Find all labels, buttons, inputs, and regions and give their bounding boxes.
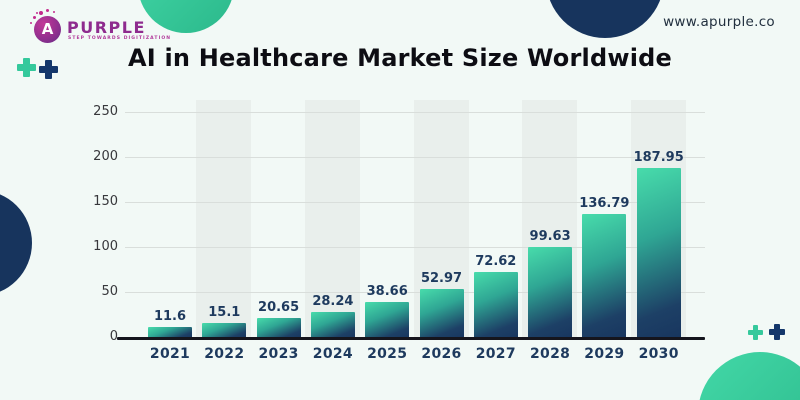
x-axis-category-label: 2030: [638, 346, 679, 362]
bar-2022: [202, 323, 247, 337]
x-axis-category-label: 2022: [204, 346, 245, 362]
decorative-circle-top-right-navy: [546, 0, 664, 38]
plus-icon: [39, 60, 58, 79]
bar-chart: 0 50 100 150 200 250 11.6 2021 15.1 2022 20.65 2023…: [88, 100, 738, 380]
bar-value-label: 52.97: [420, 271, 463, 287]
bar-value-label: 136.79: [579, 195, 630, 211]
bar-value-label: 11.6: [153, 308, 187, 324]
bar-2023: [256, 318, 301, 337]
bar-2027: [473, 271, 518, 337]
brand-logo: A PURPLE STEP TOWARDS DIGITIZATION: [30, 9, 190, 44]
purple-logo-icon: A: [34, 16, 61, 43]
plus-icon: [748, 325, 763, 340]
logo-dot: [33, 16, 36, 19]
gridline: [125, 157, 705, 158]
column-band: [304, 100, 360, 337]
y-axis-tick-label: 100: [93, 239, 118, 254]
x-axis-category-label: 2024: [312, 346, 353, 362]
bar-value-label: 99.63: [529, 229, 571, 245]
gridline: [125, 112, 705, 113]
logo-dot: [53, 11, 55, 13]
website-url: www.apurple.co: [663, 14, 775, 30]
gridline: [125, 247, 705, 248]
gridline: [125, 292, 705, 293]
x-axis-category-label: 2023: [258, 346, 299, 362]
bar-value-label: 20.65: [258, 300, 300, 316]
logo-wordmark: PURPLE: [67, 18, 146, 37]
bar-value-label: 38.66: [366, 284, 408, 300]
bar-2026: [419, 289, 464, 337]
bar-2030: [636, 167, 681, 337]
logo-dot: [46, 9, 49, 12]
logo-dot: [39, 11, 43, 15]
bar-2029: [582, 213, 627, 337]
gridline: [125, 202, 705, 203]
logo-dot: [30, 22, 32, 24]
bar-2025: [365, 302, 410, 337]
x-axis-category-label: 2025: [367, 346, 408, 362]
plus-icon: [17, 58, 36, 77]
x-axis-category-label: 2027: [475, 346, 516, 362]
logo-dot: [36, 12, 38, 14]
x-axis-category-label: 2026: [421, 346, 462, 362]
y-axis-tick-label: 150: [93, 194, 118, 209]
bar-value-label: 187.95: [633, 149, 684, 165]
logo-tagline: STEP TOWARDS DIGITIZATION: [68, 36, 172, 41]
page-title: AI in Healthcare Market Size Worldwide: [127, 44, 672, 72]
bar-value-label: 15.1: [208, 305, 241, 321]
y-axis-tick-label: 250: [93, 104, 118, 119]
y-axis-tick-label: 200: [93, 149, 118, 164]
bar-value-label: 72.62: [475, 253, 517, 269]
x-axis-line: [117, 337, 705, 340]
y-axis-tick-label: 50: [101, 284, 118, 299]
y-axis-tick-label: 0: [109, 329, 118, 344]
plus-icon: [769, 324, 785, 340]
x-axis-category-label: 2029: [584, 346, 625, 362]
x-axis-category-label: 2021: [149, 346, 191, 362]
bar-2028: [528, 247, 573, 337]
bar-2021: [148, 326, 192, 337]
bar-value-label: 28.24: [312, 293, 354, 309]
decorative-circle-left-navy: [0, 190, 32, 296]
x-axis-category-label: 2028: [530, 346, 571, 362]
bar-2024: [310, 311, 355, 337]
column-band: [196, 100, 252, 337]
